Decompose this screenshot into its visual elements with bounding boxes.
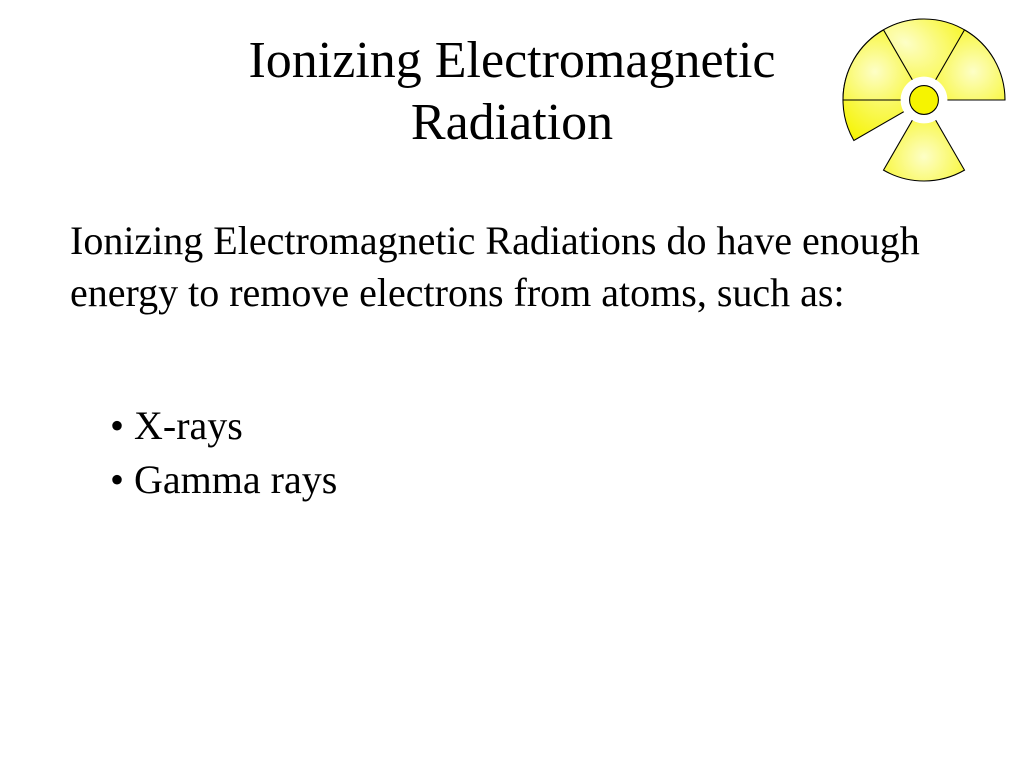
- bullet-item: Gamma rays: [110, 453, 954, 507]
- radiation-trefoil-icon: [834, 10, 1014, 190]
- bullet-list: X-rays Gamma rays: [70, 399, 954, 507]
- slide-body-text: Ionizing Electromagnetic Radiations do h…: [70, 215, 930, 319]
- slide-container: Ionizing Electromagnetic Radiation Ioniz…: [0, 0, 1024, 768]
- bullet-item: X-rays: [110, 399, 954, 453]
- slide-title: Ionizing Electromagnetic Radiation: [70, 30, 954, 155]
